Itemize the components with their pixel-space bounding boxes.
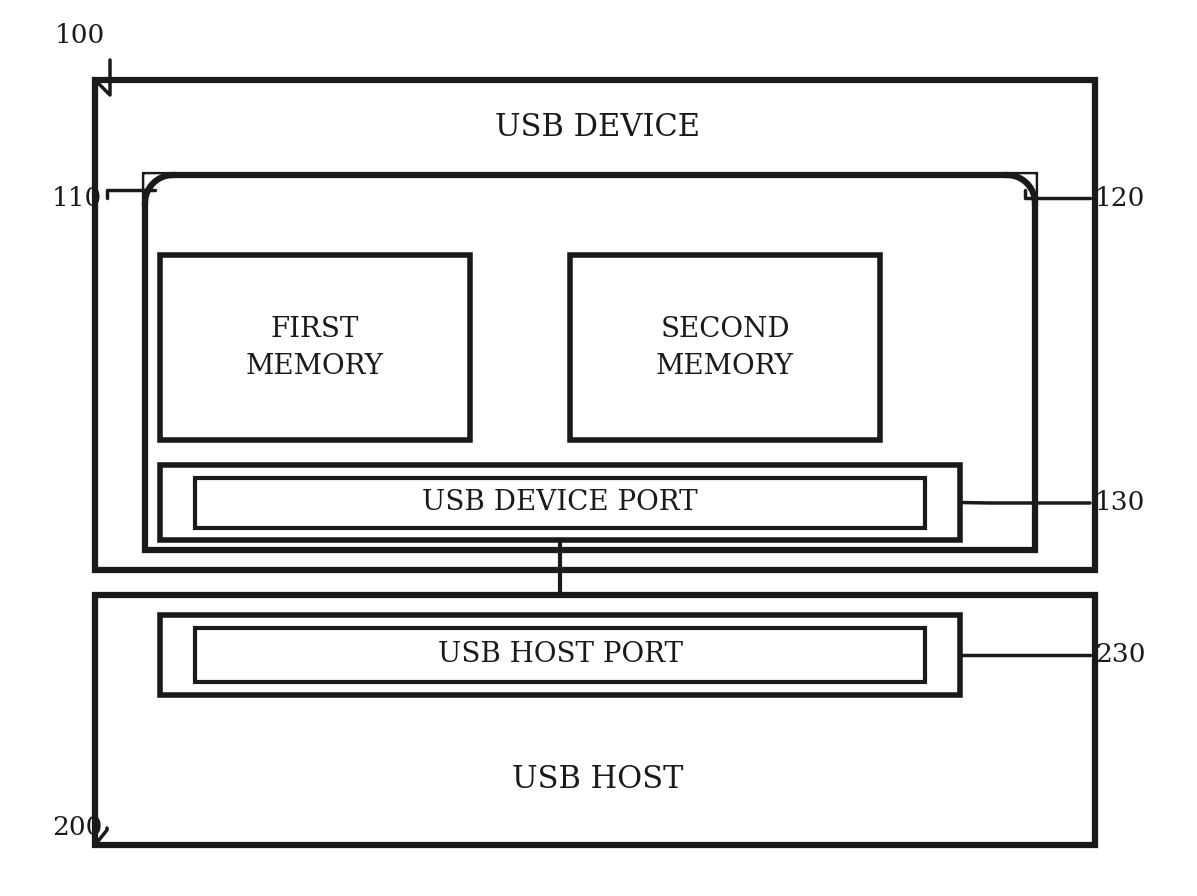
- Bar: [95, 80, 1095, 570]
- Bar: [160, 465, 960, 540]
- Bar: [145, 175, 1035, 550]
- Bar: [195, 478, 925, 528]
- Text: USB HOST: USB HOST: [512, 764, 683, 796]
- Text: 130: 130: [1095, 490, 1146, 515]
- Bar: [570, 255, 880, 440]
- Text: USB DEVICE PORT: USB DEVICE PORT: [423, 489, 698, 516]
- Text: SECOND
MEMORY: SECOND MEMORY: [656, 315, 794, 380]
- Text: 100: 100: [55, 23, 105, 48]
- Text: 200: 200: [51, 815, 103, 840]
- Bar: [95, 595, 1095, 845]
- Text: 120: 120: [1095, 185, 1146, 211]
- Bar: [160, 255, 470, 440]
- Polygon shape: [1007, 175, 1035, 203]
- Bar: [160, 615, 960, 695]
- Text: 230: 230: [1095, 642, 1146, 668]
- Polygon shape: [145, 175, 174, 203]
- Text: 110: 110: [51, 185, 102, 211]
- Text: FIRST
MEMORY: FIRST MEMORY: [247, 315, 384, 380]
- Text: USB DEVICE: USB DEVICE: [496, 113, 700, 143]
- Text: USB HOST PORT: USB HOST PORT: [437, 642, 682, 668]
- Bar: [195, 628, 925, 682]
